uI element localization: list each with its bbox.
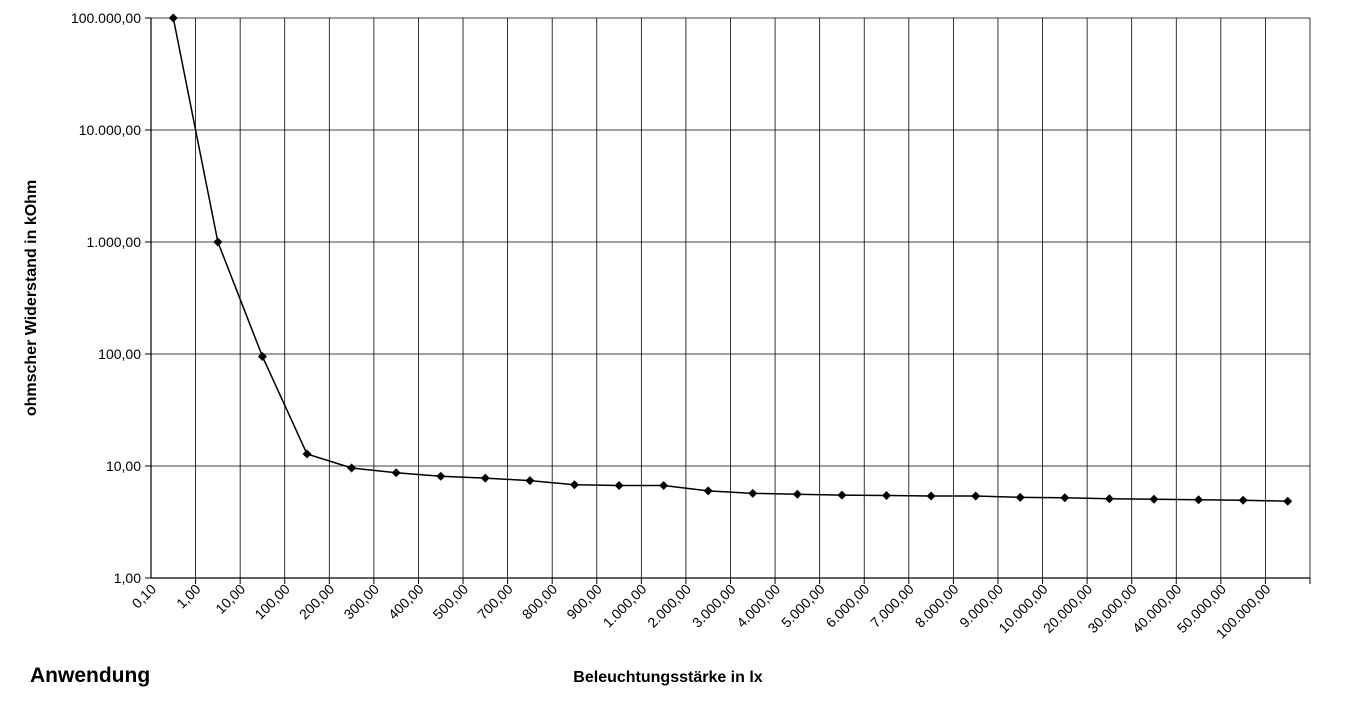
data-point [614,480,624,490]
series-line [172,17,1288,502]
data-point [391,468,401,478]
x-tick-label: 700,00 [474,581,516,623]
gridlines [151,17,1311,579]
data-point [748,488,758,498]
section-heading: Anwendung [30,664,151,687]
x-tick-label: 3.000,00 [689,581,739,631]
data-point [971,491,981,501]
x-tick-label: 8.000,00 [912,581,962,631]
x-tick-label: 300,00 [340,581,382,623]
data-point [347,463,357,473]
x-tick-label: 400,00 [385,581,427,623]
y-tick-label: 1,00 [114,570,141,586]
x-tick-label: 100,00 [251,581,293,623]
data-point [1104,494,1114,504]
data-point [569,480,579,490]
y-tick-label: 1.000,00 [87,234,142,250]
y-tick-label: 100.000,00 [71,10,141,26]
x-tick-label: 1.000,00 [600,581,650,631]
y-tick-label: 10,00 [106,458,141,474]
data-point [480,473,490,483]
y-tick-label: 100,00 [98,346,141,362]
x-axis-title: Beleuchtungsstärke in lx [573,669,762,686]
data-point [1194,495,1204,505]
y-tick-label: 10.000,00 [79,122,141,138]
x-tick-label: 10,00 [212,581,248,617]
x-tick-label: 2.000,00 [644,581,694,631]
y-axis-title: ohmscher Widerstand in kOhm [23,180,40,416]
x-tick-label: 6.000,00 [823,581,873,631]
x-tick-label: 500,00 [430,581,472,623]
data-point [659,480,669,490]
data-series [168,13,1293,506]
axes [145,17,1311,584]
data-point [257,351,267,361]
data-point [703,486,713,496]
data-point [926,491,936,501]
x-tick-label: 1,00 [173,581,204,612]
x-tick-label: 5.000,00 [778,581,828,631]
x-tick-label: 7.000,00 [867,581,917,631]
data-point [436,471,446,481]
x-tick-label: 900,00 [563,581,605,623]
x-tick-label: 200,00 [296,581,338,623]
x-tick-labels: 0,10 1,00 10,00 100,00 200,00 300,00 400,00 500… [129,581,1274,642]
data-point [168,13,178,23]
data-point [302,449,312,459]
data-point [1283,496,1293,506]
x-tick-label: 800,00 [519,581,561,623]
data-point [525,476,535,486]
y-tick-labels: 1,00 10,00 100,00 1.000,00 10.000,00 100.000,… [71,10,141,586]
data-point [1149,494,1159,504]
x-tick-label: 4.000,00 [733,581,783,631]
data-point [1238,495,1248,505]
data-point [1015,492,1025,502]
data-point [1060,493,1070,503]
data-point [837,490,847,500]
data-point [882,491,892,501]
data-point [792,489,802,499]
data-point [213,237,223,247]
